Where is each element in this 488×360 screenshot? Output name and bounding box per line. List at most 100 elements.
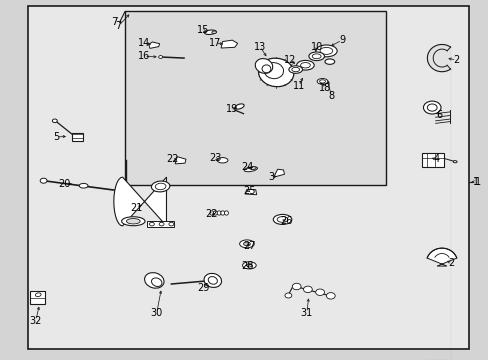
- Ellipse shape: [204, 30, 216, 35]
- Ellipse shape: [242, 262, 256, 269]
- Ellipse shape: [273, 215, 291, 225]
- Text: 28: 28: [240, 261, 253, 271]
- Ellipse shape: [239, 240, 254, 248]
- Ellipse shape: [211, 31, 216, 33]
- Ellipse shape: [255, 59, 272, 73]
- Circle shape: [303, 286, 312, 293]
- Ellipse shape: [308, 52, 324, 60]
- Polygon shape: [149, 42, 159, 48]
- Circle shape: [158, 55, 162, 58]
- Ellipse shape: [126, 219, 140, 224]
- Ellipse shape: [221, 211, 224, 215]
- Text: 13: 13: [253, 42, 265, 51]
- Text: 18: 18: [318, 83, 330, 93]
- Circle shape: [423, 101, 440, 114]
- Text: 6: 6: [436, 110, 442, 120]
- Ellipse shape: [79, 183, 88, 188]
- Ellipse shape: [213, 211, 217, 215]
- Text: 9: 9: [338, 35, 345, 45]
- Ellipse shape: [277, 217, 287, 222]
- Circle shape: [315, 289, 324, 296]
- Ellipse shape: [320, 48, 332, 54]
- Circle shape: [292, 283, 301, 290]
- Bar: [30, 291, 44, 305]
- Bar: [125, 12, 385, 185]
- Ellipse shape: [122, 217, 145, 226]
- Ellipse shape: [155, 183, 165, 190]
- Ellipse shape: [262, 65, 270, 73]
- Ellipse shape: [312, 54, 321, 59]
- Ellipse shape: [151, 181, 169, 192]
- Polygon shape: [221, 40, 237, 48]
- Text: 24: 24: [240, 162, 253, 172]
- Text: 31: 31: [300, 308, 312, 318]
- Polygon shape: [273, 169, 284, 177]
- Circle shape: [40, 178, 47, 183]
- Circle shape: [159, 222, 163, 226]
- Text: 27: 27: [243, 241, 255, 251]
- Text: 21: 21: [130, 203, 142, 213]
- Ellipse shape: [246, 264, 252, 267]
- Text: 4: 4: [432, 154, 438, 164]
- Text: 5: 5: [53, 132, 59, 142]
- Text: 2: 2: [447, 258, 454, 268]
- Text: 8: 8: [327, 91, 334, 102]
- Ellipse shape: [264, 63, 283, 79]
- Ellipse shape: [315, 45, 336, 57]
- Text: 29: 29: [197, 283, 209, 293]
- Text: 22: 22: [166, 154, 178, 164]
- Ellipse shape: [244, 167, 257, 172]
- Ellipse shape: [203, 273, 221, 287]
- Text: 11: 11: [292, 81, 305, 91]
- Circle shape: [326, 293, 334, 299]
- Circle shape: [115, 188, 123, 194]
- Ellipse shape: [35, 293, 41, 297]
- Ellipse shape: [325, 59, 334, 64]
- Text: 7: 7: [115, 21, 122, 31]
- Text: 16: 16: [138, 51, 150, 61]
- Polygon shape: [175, 157, 185, 164]
- Polygon shape: [244, 189, 256, 195]
- Text: 23: 23: [209, 153, 221, 163]
- Ellipse shape: [151, 278, 162, 287]
- Ellipse shape: [452, 161, 456, 163]
- Text: 30: 30: [150, 308, 163, 318]
- Text: 2: 2: [452, 55, 459, 65]
- Text: 20: 20: [58, 179, 70, 189]
- Bar: [422, 153, 444, 167]
- Text: 22: 22: [204, 209, 217, 219]
- Ellipse shape: [144, 273, 163, 288]
- Circle shape: [52, 119, 57, 123]
- Text: 3: 3: [268, 172, 274, 182]
- Text: 7: 7: [111, 17, 118, 27]
- Ellipse shape: [235, 104, 244, 109]
- Ellipse shape: [258, 58, 293, 87]
- Text: 17: 17: [209, 38, 221, 48]
- Ellipse shape: [209, 211, 213, 215]
- Ellipse shape: [250, 167, 256, 170]
- Text: 32: 32: [30, 316, 42, 325]
- Bar: [147, 221, 173, 227]
- Ellipse shape: [300, 63, 310, 68]
- Ellipse shape: [217, 211, 221, 215]
- Text: 15: 15: [197, 26, 209, 35]
- Circle shape: [168, 222, 173, 226]
- Text: 26: 26: [279, 216, 291, 225]
- Text: 19: 19: [226, 104, 238, 114]
- Text: 14: 14: [138, 38, 150, 48]
- Ellipse shape: [224, 211, 228, 215]
- Ellipse shape: [291, 67, 299, 72]
- Ellipse shape: [217, 158, 227, 163]
- Polygon shape: [114, 177, 166, 226]
- Ellipse shape: [288, 66, 302, 73]
- Text: 10: 10: [310, 42, 322, 51]
- Circle shape: [149, 222, 154, 226]
- Ellipse shape: [243, 242, 250, 246]
- Text: 1: 1: [472, 177, 478, 187]
- Circle shape: [427, 104, 436, 111]
- Circle shape: [285, 293, 291, 298]
- Ellipse shape: [208, 276, 217, 284]
- Polygon shape: [427, 248, 456, 266]
- Text: 12: 12: [284, 54, 296, 64]
- Ellipse shape: [319, 80, 325, 83]
